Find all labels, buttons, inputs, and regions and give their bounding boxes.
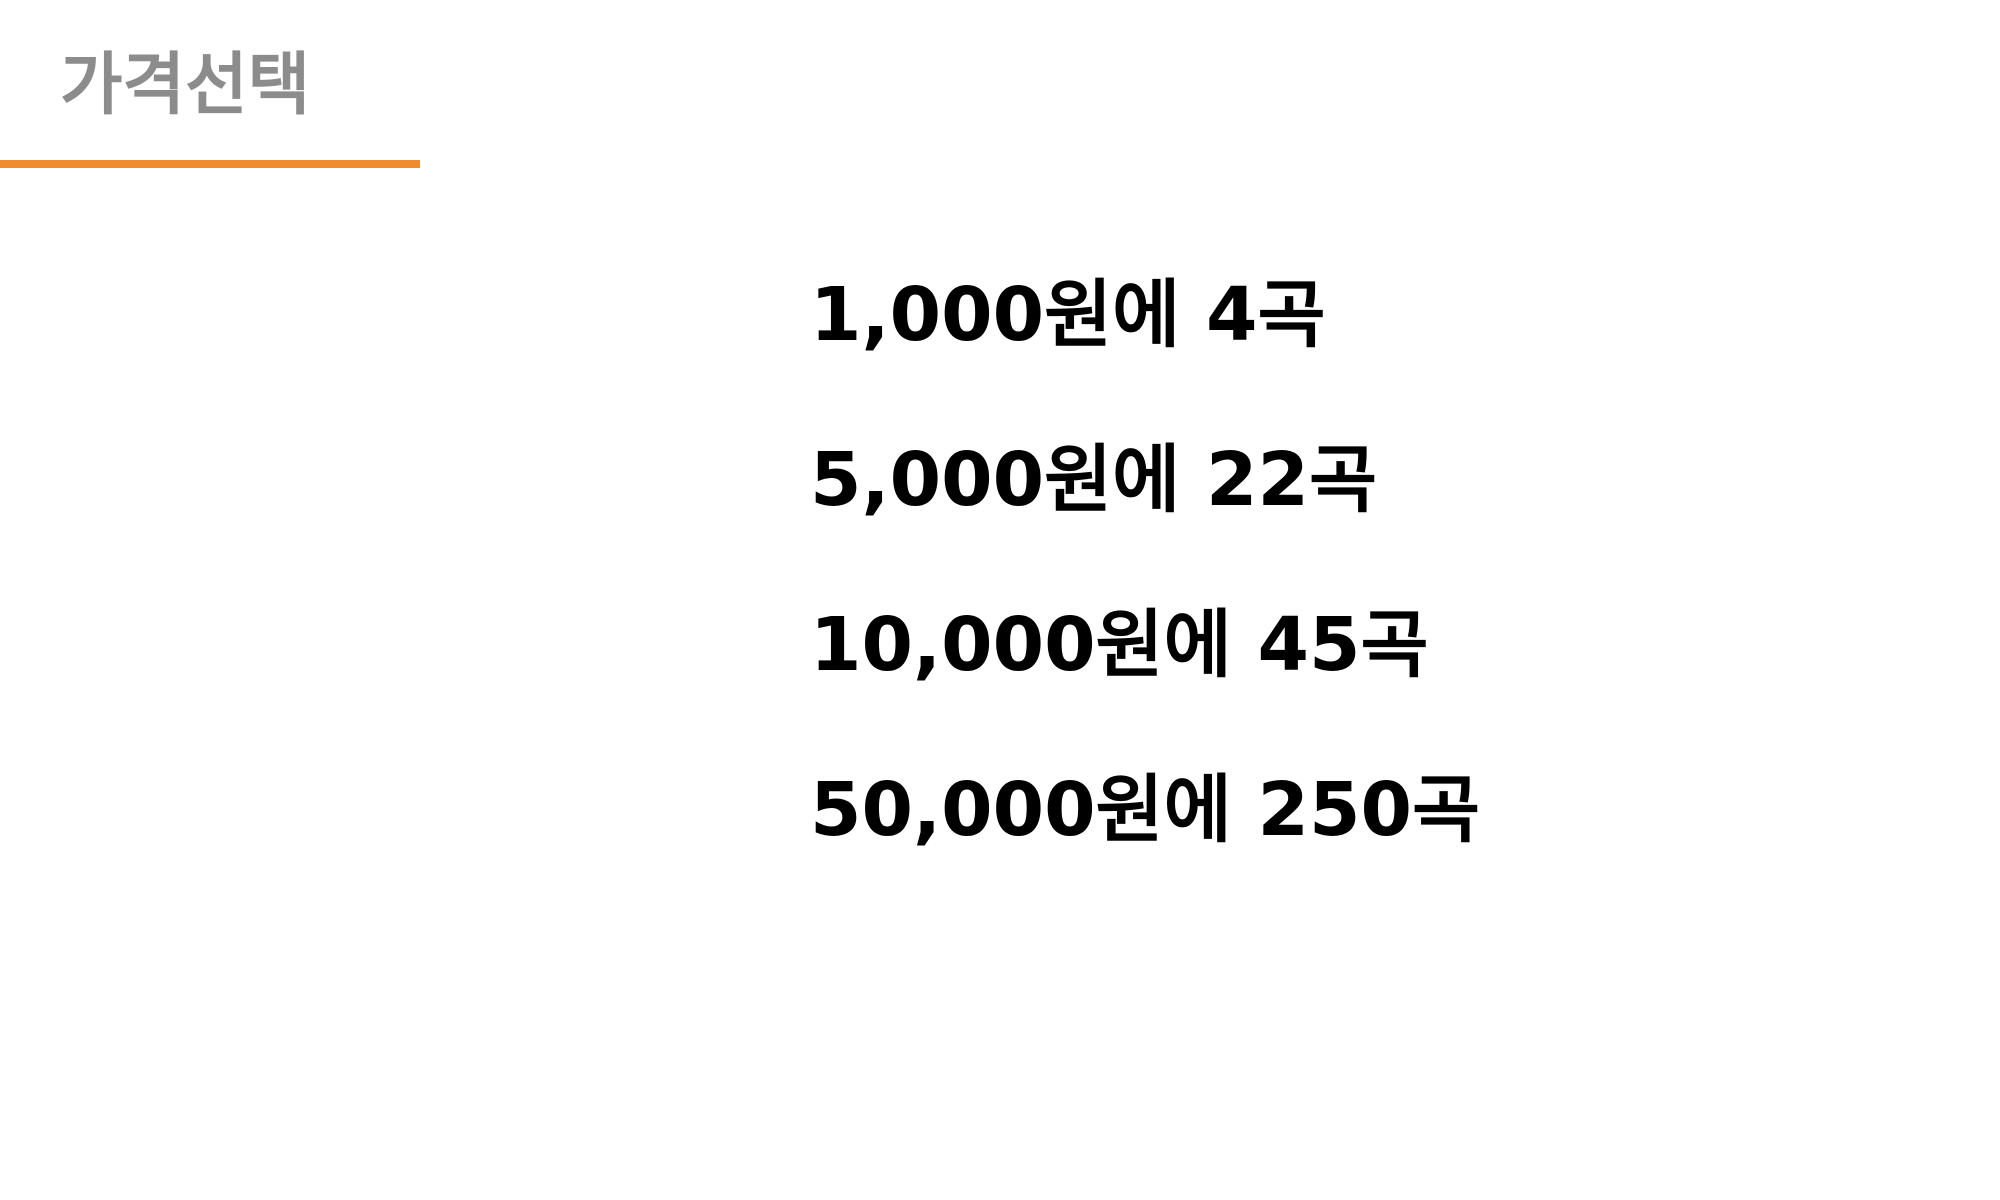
title-underline <box>0 160 420 168</box>
page-title: 가격선택 <box>60 46 311 125</box>
price-option-list: 1,000원에 4곡 5,000원에 22곡 10,000원에 45곡 50,0… <box>810 265 1480 925</box>
price-option-10000[interactable]: 10,000원에 45곡 <box>810 602 1429 688</box>
price-option-5000[interactable]: 5,000원에 22곡 <box>810 437 1378 523</box>
price-option-50000[interactable]: 50,000원에 250곡 <box>810 767 1481 853</box>
price-option-1000[interactable]: 1,000원에 4곡 <box>810 272 1326 358</box>
